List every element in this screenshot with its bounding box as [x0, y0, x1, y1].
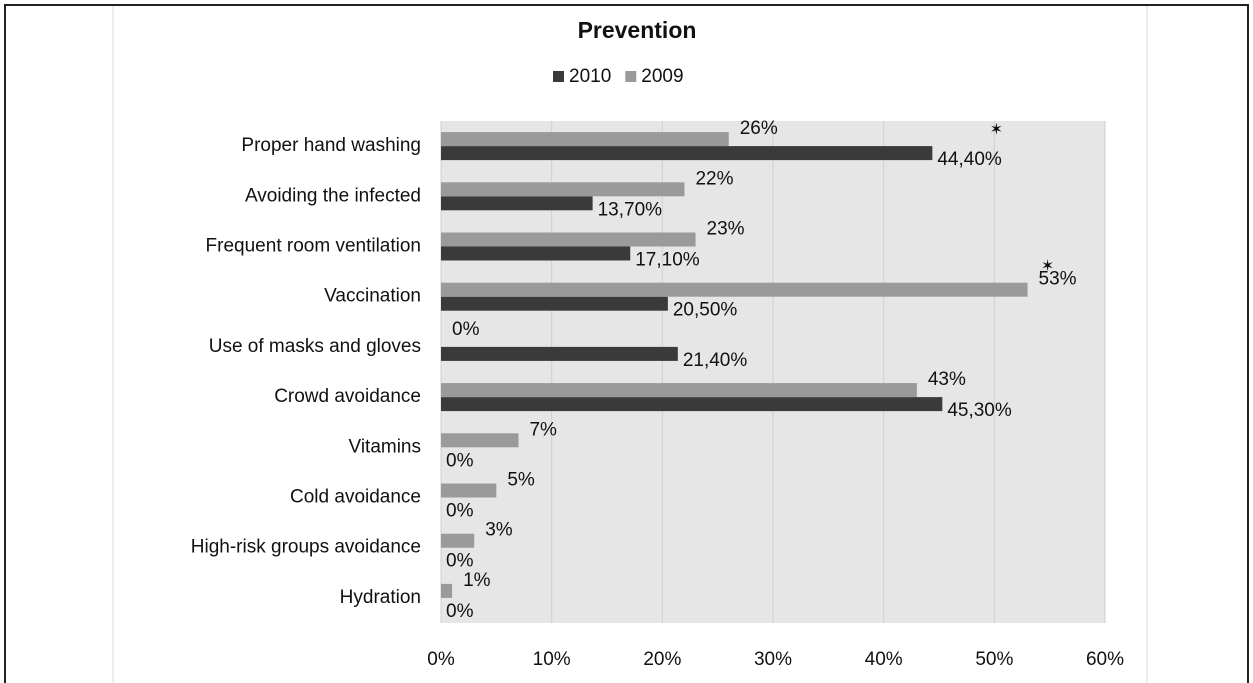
- y-tick-label: Cold avoidance: [290, 487, 421, 508]
- data-label: 21,40%: [683, 350, 748, 371]
- data-label: 45,30%: [947, 400, 1012, 421]
- data-label: 26%: [740, 118, 778, 139]
- annotation: ✶: [1041, 258, 1054, 275]
- bar: [441, 196, 593, 211]
- y-tick-label: Vitamins: [348, 436, 421, 457]
- data-label: 13,70%: [598, 199, 663, 220]
- data-label: 0%: [446, 601, 474, 622]
- data-label: 17,10%: [635, 250, 700, 271]
- x-tick-label: 10%: [533, 649, 571, 670]
- data-label: 3%: [485, 520, 513, 541]
- data-label: 0%: [446, 450, 474, 471]
- data-label: 44,40%: [937, 149, 1002, 170]
- data-label: 0%: [452, 319, 480, 340]
- y-tick-label: Proper hand washing: [241, 135, 421, 156]
- bar: [441, 583, 453, 598]
- data-label: 7%: [529, 419, 557, 440]
- bar: [441, 533, 475, 548]
- y-tick-label: Vaccination: [324, 286, 421, 307]
- data-label: 43%: [928, 369, 966, 390]
- bar: [441, 146, 933, 161]
- bar: [441, 246, 631, 261]
- x-tick-label: 40%: [865, 649, 903, 670]
- y-tick-label: Hydration: [340, 587, 421, 608]
- y-tick-label: Crowd avoidance: [274, 386, 421, 407]
- annotation: ✶: [990, 121, 1003, 138]
- data-label: 23%: [707, 219, 745, 240]
- data-label: 0%: [446, 501, 474, 522]
- data-label: 53%: [1039, 269, 1077, 290]
- legend-swatch: [553, 71, 564, 82]
- x-tick-label: 20%: [643, 649, 681, 670]
- legend-swatch: [625, 71, 637, 82]
- x-tick-label: 50%: [975, 649, 1013, 670]
- y-tick-label: Use of masks and gloves: [209, 336, 421, 357]
- legend-label: 2010: [569, 66, 611, 87]
- bar: [441, 346, 678, 361]
- data-label: 0%: [446, 551, 474, 572]
- data-label: 22%: [695, 168, 733, 189]
- bar: [441, 483, 497, 498]
- y-tick-label: Avoiding the infected: [245, 185, 421, 206]
- bar: [441, 182, 685, 197]
- data-label: 20,50%: [673, 300, 738, 321]
- bar: [441, 397, 943, 412]
- bar: [441, 296, 668, 311]
- x-tick-label: 30%: [754, 649, 792, 670]
- x-tick-label: 60%: [1086, 649, 1124, 670]
- x-tick-label: 0%: [427, 649, 455, 670]
- bar: [441, 433, 519, 448]
- legend-label: 2009: [641, 66, 683, 87]
- bar: [441, 282, 1028, 297]
- data-label: 5%: [507, 470, 535, 491]
- y-tick-label: Frequent room ventilation: [206, 236, 421, 257]
- bar: [441, 383, 917, 398]
- chart-title: Prevention: [578, 17, 697, 43]
- y-tick-label: High-risk groups avoidance: [191, 537, 421, 558]
- bar: [441, 232, 696, 247]
- bar: [441, 132, 729, 147]
- data-label: 1%: [463, 570, 491, 591]
